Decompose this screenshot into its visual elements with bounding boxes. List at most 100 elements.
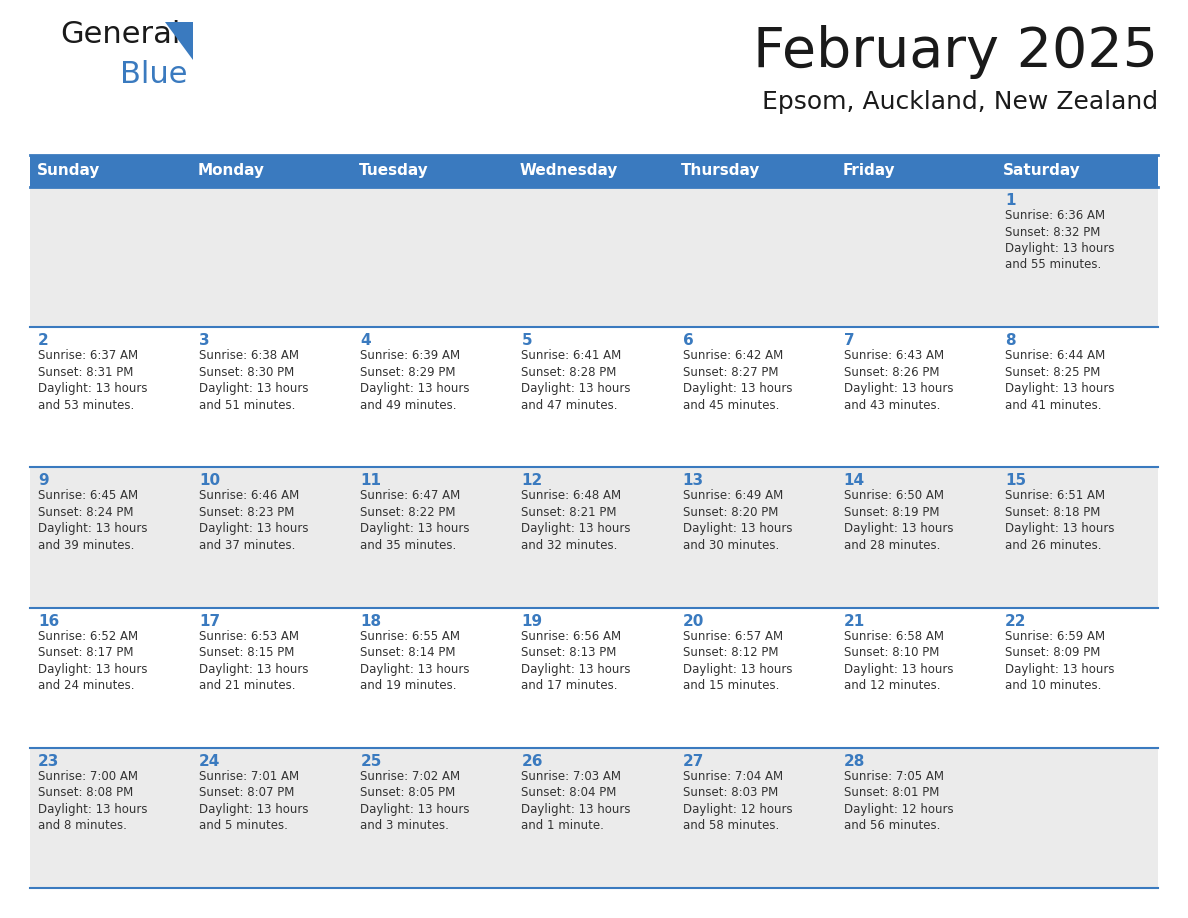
Text: Blue: Blue [120,60,188,89]
Text: Sunrise: 6:50 AM
Sunset: 8:19 PM
Daylight: 13 hours
and 28 minutes.: Sunrise: 6:50 AM Sunset: 8:19 PM Dayligh… [843,489,953,552]
Bar [835,327,997,467]
Text: Sunrise: 6:37 AM
Sunset: 8:31 PM
Daylight: 13 hours
and 53 minutes.: Sunrise: 6:37 AM Sunset: 8:31 PM Dayligh… [38,349,147,411]
Bar [353,748,513,888]
Text: 21: 21 [843,613,865,629]
Text: Sunrise: 7:04 AM
Sunset: 8:03 PM
Daylight: 12 hours
and 58 minutes.: Sunrise: 7:04 AM Sunset: 8:03 PM Dayligh… [683,770,792,833]
Text: Sunrise: 6:39 AM
Sunset: 8:29 PM
Daylight: 13 hours
and 49 minutes.: Sunrise: 6:39 AM Sunset: 8:29 PM Dayligh… [360,349,469,411]
Bar [997,748,1158,888]
Text: Epsom, Auckland, New Zealand: Epsom, Auckland, New Zealand [762,90,1158,114]
Text: Monday: Monday [197,163,265,178]
Text: 28: 28 [843,754,865,768]
Text: Sunrise: 6:57 AM
Sunset: 8:12 PM
Daylight: 13 hours
and 15 minutes.: Sunrise: 6:57 AM Sunset: 8:12 PM Dayligh… [683,630,792,692]
Text: Sunday: Sunday [37,163,100,178]
Bar [835,608,997,748]
Text: Sunrise: 6:49 AM
Sunset: 8:20 PM
Daylight: 13 hours
and 30 minutes.: Sunrise: 6:49 AM Sunset: 8:20 PM Dayligh… [683,489,792,552]
Text: 6: 6 [683,333,694,348]
Bar [191,748,353,888]
Text: 24: 24 [200,754,221,768]
Bar [353,155,513,187]
Text: 9: 9 [38,474,49,488]
Bar [997,327,1158,467]
Bar [675,748,835,888]
Bar [675,467,835,608]
Text: 26: 26 [522,754,543,768]
Text: Sunrise: 6:36 AM
Sunset: 8:32 PM
Daylight: 13 hours
and 55 minutes.: Sunrise: 6:36 AM Sunset: 8:32 PM Dayligh… [1005,209,1114,272]
Bar [513,467,675,608]
Bar [835,187,997,327]
Text: Saturday: Saturday [1004,163,1081,178]
Bar [997,467,1158,608]
Text: 8: 8 [1005,333,1016,348]
Text: Tuesday: Tuesday [359,163,429,178]
Bar [191,608,353,748]
Text: 18: 18 [360,613,381,629]
Text: Sunrise: 6:45 AM
Sunset: 8:24 PM
Daylight: 13 hours
and 39 minutes.: Sunrise: 6:45 AM Sunset: 8:24 PM Dayligh… [38,489,147,552]
Text: Sunrise: 7:00 AM
Sunset: 8:08 PM
Daylight: 13 hours
and 8 minutes.: Sunrise: 7:00 AM Sunset: 8:08 PM Dayligh… [38,770,147,833]
Text: 27: 27 [683,754,704,768]
Bar [191,467,353,608]
Text: Friday: Friday [842,163,895,178]
Bar [353,608,513,748]
Bar [191,327,353,467]
Text: Sunrise: 6:56 AM
Sunset: 8:13 PM
Daylight: 13 hours
and 17 minutes.: Sunrise: 6:56 AM Sunset: 8:13 PM Dayligh… [522,630,631,692]
Polygon shape [165,22,192,60]
Bar [675,608,835,748]
Bar [997,608,1158,748]
Text: 4: 4 [360,333,371,348]
Bar [353,467,513,608]
Text: Sunrise: 6:52 AM
Sunset: 8:17 PM
Daylight: 13 hours
and 24 minutes.: Sunrise: 6:52 AM Sunset: 8:17 PM Dayligh… [38,630,147,692]
Text: 1: 1 [1005,193,1016,208]
Text: Sunrise: 6:41 AM
Sunset: 8:28 PM
Daylight: 13 hours
and 47 minutes.: Sunrise: 6:41 AM Sunset: 8:28 PM Dayligh… [522,349,631,411]
Bar [30,748,191,888]
Text: 17: 17 [200,613,220,629]
Text: Sunrise: 6:51 AM
Sunset: 8:18 PM
Daylight: 13 hours
and 26 minutes.: Sunrise: 6:51 AM Sunset: 8:18 PM Dayligh… [1005,489,1114,552]
Text: 12: 12 [522,474,543,488]
Text: 22: 22 [1005,613,1026,629]
Bar [30,187,191,327]
Text: 7: 7 [843,333,854,348]
Text: Sunrise: 6:42 AM
Sunset: 8:27 PM
Daylight: 13 hours
and 45 minutes.: Sunrise: 6:42 AM Sunset: 8:27 PM Dayligh… [683,349,792,411]
Bar [997,187,1158,327]
Bar [835,467,997,608]
Text: 11: 11 [360,474,381,488]
Text: 16: 16 [38,613,59,629]
Text: 13: 13 [683,474,703,488]
Bar [30,155,191,187]
Text: 14: 14 [843,474,865,488]
Text: 2: 2 [38,333,49,348]
Text: 23: 23 [38,754,59,768]
Text: Sunrise: 6:44 AM
Sunset: 8:25 PM
Daylight: 13 hours
and 41 minutes.: Sunrise: 6:44 AM Sunset: 8:25 PM Dayligh… [1005,349,1114,411]
Bar [675,327,835,467]
Bar [353,327,513,467]
Bar [191,155,353,187]
Text: General: General [61,20,181,49]
Text: Sunrise: 7:01 AM
Sunset: 8:07 PM
Daylight: 13 hours
and 5 minutes.: Sunrise: 7:01 AM Sunset: 8:07 PM Dayligh… [200,770,309,833]
Bar [835,748,997,888]
Bar [675,187,835,327]
Text: Sunrise: 6:48 AM
Sunset: 8:21 PM
Daylight: 13 hours
and 32 minutes.: Sunrise: 6:48 AM Sunset: 8:21 PM Dayligh… [522,489,631,552]
Text: 19: 19 [522,613,543,629]
Text: Sunrise: 6:38 AM
Sunset: 8:30 PM
Daylight: 13 hours
and 51 minutes.: Sunrise: 6:38 AM Sunset: 8:30 PM Dayligh… [200,349,309,411]
Text: Thursday: Thursday [681,163,760,178]
Text: Sunrise: 6:58 AM
Sunset: 8:10 PM
Daylight: 13 hours
and 12 minutes.: Sunrise: 6:58 AM Sunset: 8:10 PM Dayligh… [843,630,953,692]
Text: Sunrise: 6:55 AM
Sunset: 8:14 PM
Daylight: 13 hours
and 19 minutes.: Sunrise: 6:55 AM Sunset: 8:14 PM Dayligh… [360,630,469,692]
Bar [513,327,675,467]
Text: February 2025: February 2025 [753,25,1158,79]
Text: 5: 5 [522,333,532,348]
Text: Sunrise: 7:03 AM
Sunset: 8:04 PM
Daylight: 13 hours
and 1 minute.: Sunrise: 7:03 AM Sunset: 8:04 PM Dayligh… [522,770,631,833]
Bar [191,187,353,327]
Text: Sunrise: 7:05 AM
Sunset: 8:01 PM
Daylight: 12 hours
and 56 minutes.: Sunrise: 7:05 AM Sunset: 8:01 PM Dayligh… [843,770,953,833]
Text: Sunrise: 6:43 AM
Sunset: 8:26 PM
Daylight: 13 hours
and 43 minutes.: Sunrise: 6:43 AM Sunset: 8:26 PM Dayligh… [843,349,953,411]
Bar [513,155,675,187]
Bar [353,187,513,327]
Text: 15: 15 [1005,474,1026,488]
Text: 3: 3 [200,333,210,348]
Bar [513,608,675,748]
Bar [513,748,675,888]
Text: Wednesday: Wednesday [520,163,618,178]
Bar [30,608,191,748]
Bar [675,155,835,187]
Text: Sunrise: 6:53 AM
Sunset: 8:15 PM
Daylight: 13 hours
and 21 minutes.: Sunrise: 6:53 AM Sunset: 8:15 PM Dayligh… [200,630,309,692]
Text: 25: 25 [360,754,381,768]
Bar [30,327,191,467]
